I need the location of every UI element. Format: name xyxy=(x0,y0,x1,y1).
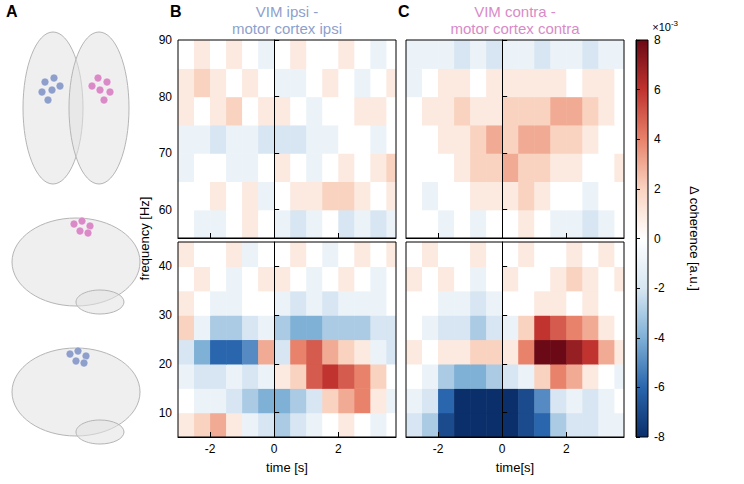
svg-text:80: 80 xyxy=(159,90,173,104)
svg-text:motor cortex contra: motor cortex contra xyxy=(450,20,580,37)
svg-text:90: 90 xyxy=(159,33,173,47)
svg-text:2: 2 xyxy=(654,182,661,196)
svg-text:-3: -3 xyxy=(671,19,679,28)
svg-text:C: C xyxy=(398,3,410,20)
svg-text:-8: -8 xyxy=(654,430,665,444)
svg-text:2: 2 xyxy=(563,442,570,456)
svg-text:time [s]: time [s] xyxy=(266,460,308,475)
svg-text:-4: -4 xyxy=(654,331,665,345)
svg-text:-2: -2 xyxy=(654,281,665,295)
svg-text:8: 8 xyxy=(654,33,661,47)
svg-text:VIM ipsi -: VIM ipsi - xyxy=(256,3,319,20)
svg-text:2: 2 xyxy=(335,442,342,456)
svg-text:4: 4 xyxy=(654,132,661,146)
svg-text:×10: ×10 xyxy=(652,21,671,33)
svg-text:A: A xyxy=(6,3,18,20)
svg-text:6: 6 xyxy=(654,83,661,97)
svg-text:frequency [Hz]: frequency [Hz] xyxy=(137,197,152,281)
svg-text:VIM contra -: VIM contra - xyxy=(474,3,556,20)
svg-text:0: 0 xyxy=(271,442,278,456)
svg-text:0: 0 xyxy=(499,442,506,456)
svg-text:0: 0 xyxy=(654,232,661,246)
svg-text:-2: -2 xyxy=(205,442,216,456)
svg-text:time[s]: time[s] xyxy=(496,460,534,475)
svg-text:30: 30 xyxy=(159,308,173,322)
svg-text:40: 40 xyxy=(159,259,173,273)
svg-text:60: 60 xyxy=(159,203,173,217)
svg-text:Δ coherence [a.u.]: Δ coherence [a.u.] xyxy=(687,186,702,291)
svg-text:70: 70 xyxy=(159,146,173,160)
svg-text:motor cortex ipsi: motor cortex ipsi xyxy=(232,20,342,37)
svg-text:-6: -6 xyxy=(654,380,665,394)
svg-text:10: 10 xyxy=(159,406,173,420)
svg-text:B: B xyxy=(170,3,182,20)
svg-text:20: 20 xyxy=(159,357,173,371)
svg-text:-2: -2 xyxy=(433,442,444,456)
